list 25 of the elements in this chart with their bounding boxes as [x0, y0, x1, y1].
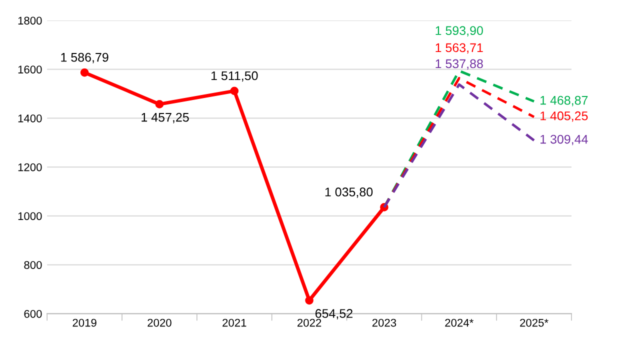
- data-label: 1 468,87: [540, 96, 588, 106]
- y-tick-label: 1800: [18, 16, 42, 25]
- x-tick-label: 2019: [72, 318, 96, 327]
- data-label: 1 035,80: [325, 188, 373, 198]
- y-tick-label: 1200: [18, 163, 42, 172]
- data-label: 1 586,79: [61, 52, 108, 64]
- x-tick-label: 2020: [148, 318, 172, 327]
- data-label: 1 563,71: [436, 43, 483, 54]
- y-tick-label: 1600: [18, 66, 42, 74]
- y-tick-label: 1000: [18, 212, 42, 220]
- y-tick-label: 1400: [18, 114, 42, 122]
- y-tick-label: 600: [24, 310, 42, 318]
- data-label: 1 405,25: [540, 111, 588, 122]
- data-label: 1 309,44: [540, 134, 588, 146]
- data-label: 1 593,90: [436, 26, 483, 36]
- x-tick-label: 2021: [222, 318, 246, 327]
- data-label: 1 457,25: [142, 112, 189, 124]
- data-label: 1 537,88: [436, 59, 483, 70]
- x-tick-label: 2023: [372, 318, 396, 327]
- x-tick-label: 2025*: [520, 318, 548, 327]
- x-tick-label: 2024*: [445, 318, 474, 327]
- data-label: 1 511,50: [211, 71, 258, 82]
- x-tick-label: 2022: [297, 318, 322, 327]
- y-tick-label: 800: [24, 261, 42, 269]
- data-label: 654,52: [315, 309, 352, 320]
